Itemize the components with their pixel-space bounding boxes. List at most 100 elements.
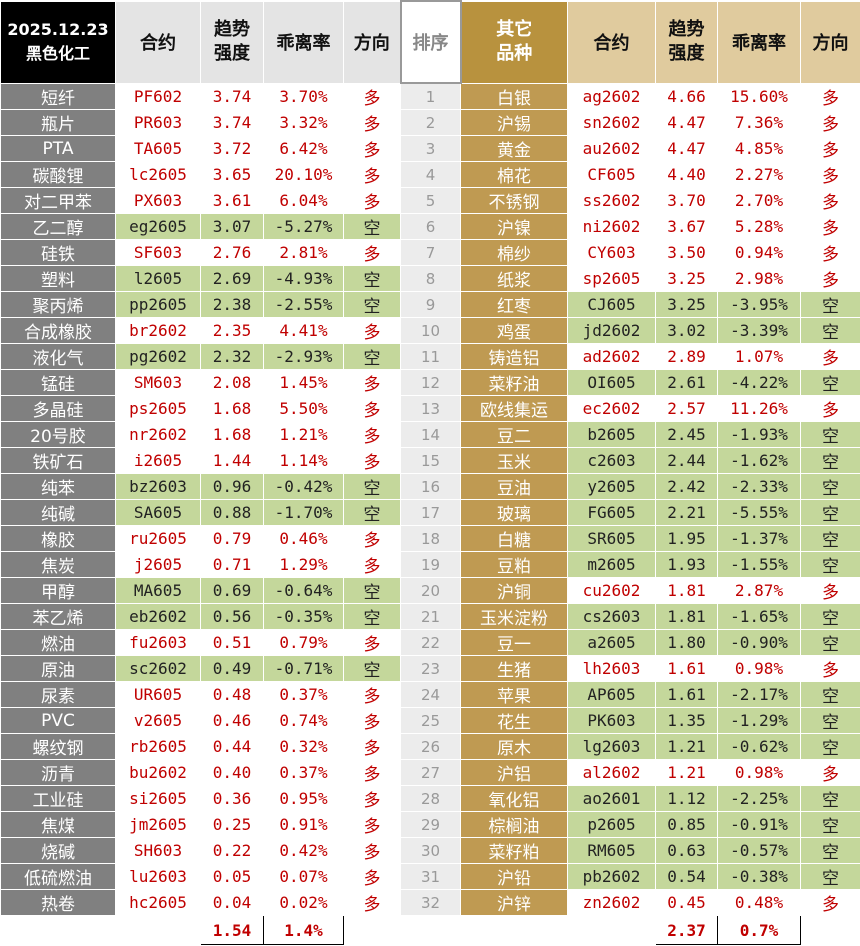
trend-strength: 0.85 [655,811,718,838]
contract-code: cu2602 [567,577,656,604]
data-row: 塑料 l2605 2.69 -4.93% 空 8 纸浆 sp2605 3.25 2.98% 多 [0,265,860,292]
trend-strength: 3.67 [655,213,718,240]
data-row: 原油 sc2602 0.49 -0.71% 空 23 生猪 lh2603 1.61 0.98% 多 [0,655,860,682]
rank: 10 [400,317,461,344]
rank: 19 [400,551,461,578]
direction: 多 [343,421,401,448]
product-name: 沪镍 [460,213,568,240]
product-name: 棉纱 [460,239,568,266]
product-name: 欧线集运 [460,395,568,422]
direction: 空 [800,473,860,500]
product-name: 碳酸锂 [0,161,116,188]
rank: 25 [400,707,461,734]
rank: 30 [400,837,461,864]
trend-strength: 2.57 [655,395,718,422]
trend-strength: 4.40 [655,161,718,188]
product-name: 菜籽粕 [460,837,568,864]
deviation-rate: 3.70% [263,82,344,110]
contract-code: lc2605 [115,161,201,188]
trend-strength: 4.47 [655,135,718,162]
product-name: 豆二 [460,421,568,448]
col-header: 趋势强度 [200,0,264,84]
direction: 空 [800,785,860,812]
direction: 多 [800,759,860,786]
contract-code: al2602 [567,759,656,786]
deviation-rate: -1.37% [717,525,801,552]
direction: 多 [343,187,401,214]
product-name: 低硫燃油 [0,863,116,890]
product-name: 液化气 [0,343,116,370]
rank: 14 [400,421,461,448]
product-name: 白糖 [460,525,568,552]
direction: 多 [343,889,401,916]
deviation-rate: 0.07% [263,863,344,890]
deviation-rate: 0.95% [263,785,344,812]
direction: 多 [800,577,860,604]
rank: 2 [400,109,461,136]
deviation-rate: -0.71% [263,655,344,682]
contract-code: PF602 [115,82,201,110]
data-row: 短纤 PF602 3.74 3.70% 多 1 白银 ag2602 4.66 15.60% 多 [0,82,860,110]
trend-strength: 2.32 [200,343,264,370]
product-name: 玉米淀粉 [460,603,568,630]
trend-strength: 0.05 [200,863,264,890]
deviation-rate: 7.36% [717,109,801,136]
contract-code: SR605 [567,525,656,552]
product-name: 合成橡胶 [0,317,116,344]
contract-code: pg2602 [115,343,201,370]
direction: 多 [800,343,860,370]
deviation-rate: 15.60% [717,82,801,110]
trend-strength: 0.71 [200,551,264,578]
direction: 空 [343,265,401,292]
deviation-rate: 5.28% [717,213,801,240]
data-row: 热卷 hc2605 0.04 0.02% 多 32 沪锌 zn2602 0.45 0.48% 多 [0,889,860,916]
trend-strength: 1.68 [200,395,264,422]
contract-code: PK603 [567,707,656,734]
rank-header: 排序 [399,0,462,84]
deviation-rate: 0.91% [263,811,344,838]
deviation-rate: 1.07% [717,343,801,370]
deviation-rate: 0.94% [717,239,801,266]
data-row: PVC v2605 0.46 0.74% 多 25 花生 PK603 1.35 -1.29% 空 [0,707,860,734]
rank: 26 [400,733,461,760]
data-row: 纯苯 bz2603 0.96 -0.42% 空 16 豆油 y2605 2.42 -2.33% 空 [0,473,860,500]
trend-strength: 0.22 [200,837,264,864]
rank: 28 [400,785,461,812]
col-header: 乖离率 [717,0,801,84]
deviation-rate: -0.57% [717,837,801,864]
trend-strength: 0.25 [200,811,264,838]
contract-code: l2605 [115,265,201,292]
direction: 多 [343,837,401,864]
trend-strength: 3.02 [655,317,718,344]
col-header: 方向 [800,0,860,84]
contract-code: fu2603 [115,629,201,656]
direction: 空 [343,577,401,604]
product-name: 纯碱 [0,499,116,526]
contract-code: SA605 [115,499,201,526]
trend-strength: 1.44 [200,447,264,474]
trend-strength: 2.69 [200,265,264,292]
deviation-rate: 0.79% [263,629,344,656]
data-row: 乙二醇 eg2605 3.07 -5.27% 空 6 沪镍 ni2602 3.67 5.28% 多 [0,213,860,240]
deviation-rate: 2.27% [717,161,801,188]
product-name: 乙二醇 [0,213,116,240]
contract-code: ec2602 [567,395,656,422]
trend-strength: 1.68 [200,421,264,448]
direction: 多 [343,733,401,760]
rank: 17 [400,499,461,526]
contract-code: jd2602 [567,317,656,344]
rank: 27 [400,759,461,786]
product-name: 沪铅 [460,863,568,890]
rank: 11 [400,343,461,370]
trend-strength: 1.12 [655,785,718,812]
rank: 32 [400,889,461,916]
direction: 多 [800,889,860,916]
trend-strength: 2.61 [655,369,718,396]
contract-code: si2605 [115,785,201,812]
contract-code: ag2602 [567,82,656,110]
product-name: 不锈钢 [460,187,568,214]
product-name: 棉花 [460,161,568,188]
direction: 空 [800,733,860,760]
trend-strength: 0.04 [200,889,264,916]
